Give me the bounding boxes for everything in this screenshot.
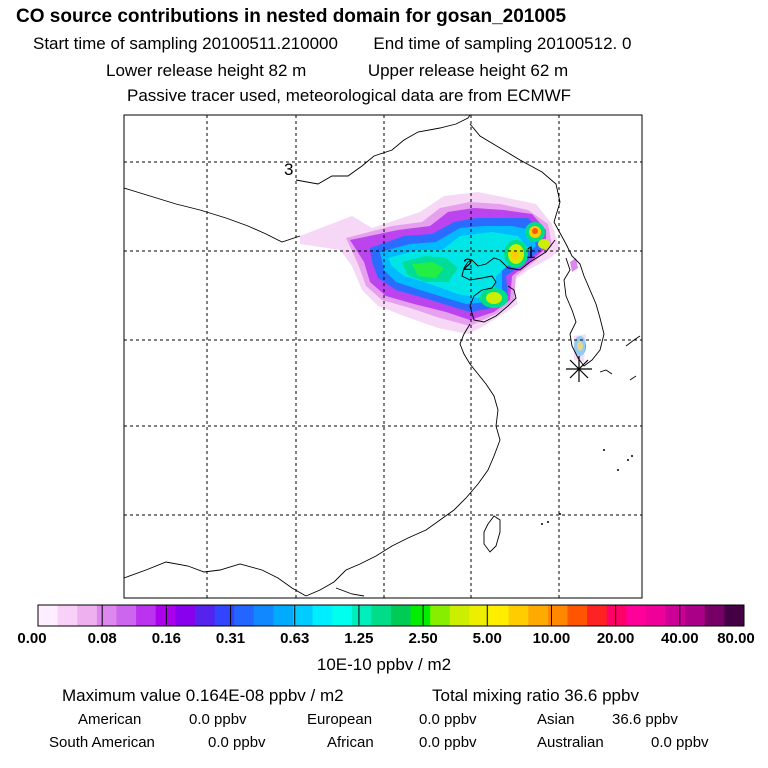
- colorbar-unit: 10E-10 ppbv / m2: [316, 655, 452, 674]
- upper-release-height: Upper release height 62 m: [367, 61, 569, 80]
- release-heights: Lower release height 82 m Upper release …: [106, 61, 568, 81]
- maximum-value: Maximum value 0.164E-08 ppbv / m2: [62, 686, 344, 705]
- colorbar-swatch: [116, 605, 137, 626]
- colorbar-swatch: [645, 605, 667, 626]
- colorbar-swatch: [77, 605, 98, 626]
- colorbar-swatch: [489, 605, 510, 626]
- source-label-1: 1: [526, 243, 535, 262]
- colorbar-tick-label: 80.00: [717, 630, 755, 647]
- colorbar-swatch: [665, 605, 686, 626]
- colorbar-swatch: [96, 605, 117, 626]
- colorbar-swatch: [606, 605, 627, 626]
- colorbar-swatch: [38, 605, 59, 626]
- colorbar-tick-label: 1.25: [344, 630, 374, 647]
- colorbar-swatch: [273, 605, 294, 626]
- colorbar-swatch: [194, 605, 215, 626]
- colorbar-swatch: [587, 605, 608, 626]
- colorbar-swatch: [626, 605, 647, 626]
- map-frame: [123, 114, 643, 599]
- colorbar-swatch: [253, 605, 274, 626]
- african-value: 0.0 ppbv: [419, 734, 477, 751]
- colorbar: [37, 604, 745, 627]
- colorbar-swatch: [371, 605, 392, 626]
- colorbar-swatch: [234, 605, 255, 626]
- asian-value: 36.6 ppbv: [612, 711, 678, 728]
- colorbar-swatch: [547, 605, 568, 626]
- colorbar-swatch: [508, 605, 529, 626]
- tracer-note: Passive tracer used, meteorological data…: [127, 86, 572, 105]
- south-american-label: South American: [49, 734, 155, 751]
- colorbar-tick-label: 0.16: [151, 630, 181, 647]
- colorbar-swatch: [704, 605, 725, 626]
- colorbar-tick-label: 20.00: [596, 630, 635, 647]
- colorbar-swatch: [724, 605, 745, 626]
- colorbar-tick-label: 0.31: [215, 630, 246, 647]
- coastlines: [124, 115, 641, 597]
- colorbar-tick-label: 0.00: [17, 630, 47, 647]
- colorbar-swatch: [155, 605, 176, 626]
- concentration-plume: [300, 192, 586, 362]
- colorbar-swatch: [567, 605, 588, 626]
- colorbar-tick-label: 0.63: [280, 630, 310, 647]
- receptor-asterisk-marker: [566, 356, 592, 382]
- colorbar-swatch: [312, 605, 333, 626]
- source-label-2: 2: [463, 255, 472, 274]
- colorbar-swatch: [469, 605, 490, 626]
- european-value: 0.0 ppbv: [419, 711, 477, 728]
- colorbar-swatch: [685, 605, 706, 626]
- european-label: European: [307, 711, 373, 728]
- colorbar-swatch: [449, 605, 470, 626]
- sampling-times: Start time of sampling 20100511.210000 E…: [33, 34, 631, 54]
- plot-title: CO source contributions in nested domain…: [16, 6, 567, 27]
- colorbar-swatch: [430, 605, 451, 626]
- australian-value: 0.0 ppbv: [651, 734, 709, 751]
- colorbar-swatch: [391, 605, 412, 626]
- graticule: [124, 115, 642, 598]
- lower-release-height: Lower release height 82 m: [106, 61, 307, 80]
- colorbar-swatch: [410, 605, 431, 626]
- australian-label: Australian: [537, 734, 604, 751]
- american-label: American: [78, 711, 142, 728]
- colorbar-tick-label: 40.00: [661, 630, 699, 647]
- colorbar-swatch: [136, 605, 157, 626]
- sampling-end: End time of sampling 20100512. 0: [373, 34, 632, 53]
- colorbar-swatch: [57, 605, 78, 626]
- colorbar-tick-label: 0.08: [87, 630, 117, 647]
- south-american-value: 0.0 ppbv: [208, 734, 266, 751]
- colorbar-border: [37, 604, 745, 627]
- african-label: African: [327, 734, 374, 751]
- asian-label: Asian: [537, 711, 575, 728]
- sampling-start: Start time of sampling 20100511.210000: [33, 34, 338, 53]
- colorbar-swatch: [214, 605, 235, 626]
- source-label-3: 3: [284, 160, 293, 179]
- colorbar-tick-label: 5.00: [472, 630, 502, 647]
- colorbar-swatch: [332, 605, 353, 626]
- colorbar-swatch: [292, 605, 314, 626]
- colorbar-tick-label: 2.50: [408, 630, 438, 647]
- colorbar-swatch: [528, 605, 549, 626]
- total-mixing-ratio: Total mixing ratio 36.6 ppbv: [432, 686, 639, 705]
- american-value: 0.0 ppbv: [189, 711, 247, 728]
- colorbar-swatch: [351, 605, 372, 626]
- colorbar-tick-label: 10.00: [532, 630, 571, 647]
- colorbar-swatch: [175, 605, 196, 626]
